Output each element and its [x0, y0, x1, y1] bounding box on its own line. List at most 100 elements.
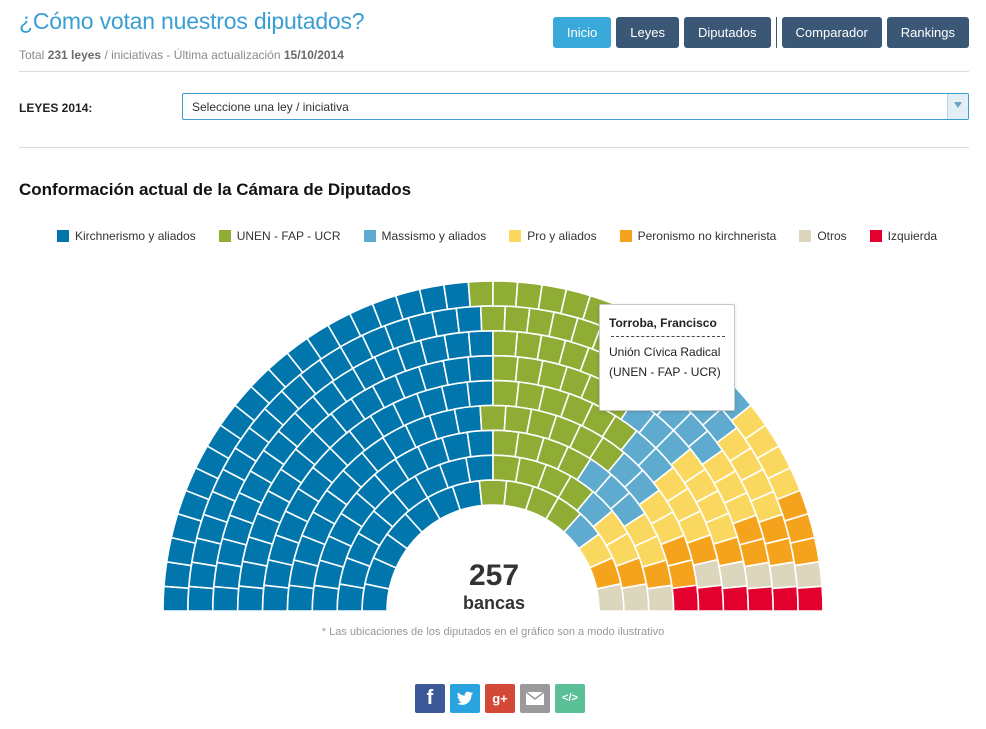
legend-label: Massismo y aliados: [381, 229, 487, 243]
legend-item-izquierda[interactable]: Izquierda: [869, 229, 938, 243]
nav-comparador-button[interactable]: Comparador: [781, 17, 882, 48]
seat[interactable]: [440, 381, 471, 412]
nav-diputados-button[interactable]: Diputados: [683, 17, 771, 48]
seat[interactable]: [443, 330, 472, 361]
email-share-button[interactable]: [520, 684, 550, 713]
seat[interactable]: [442, 281, 472, 311]
embed-button[interactable]: </>: [555, 684, 585, 713]
share-bar: f g+ </>: [415, 684, 590, 713]
seat[interactable]: [492, 280, 519, 308]
seat[interactable]: [696, 584, 725, 612]
facebook-icon: f: [426, 687, 434, 709]
legend-item-massismo[interactable]: Massismo y aliados: [363, 229, 487, 243]
seat[interactable]: [667, 558, 698, 590]
seat[interactable]: [746, 585, 775, 612]
seat[interactable]: [479, 305, 507, 332]
seat[interactable]: [453, 405, 483, 435]
divider-middle: [19, 147, 969, 148]
facebook-share-button[interactable]: f: [415, 684, 445, 713]
seat[interactable]: [211, 585, 240, 612]
seat[interactable]: [187, 585, 215, 612]
laws-select-value: Seleccione una ley / iniciativa: [192, 100, 349, 114]
seat[interactable]: [479, 404, 507, 432]
seat[interactable]: [455, 305, 483, 334]
seat[interactable]: [595, 582, 625, 612]
main-nav: Inicio Leyes Diputados Comparador Rankin…: [548, 17, 969, 48]
legend-item-pro[interactable]: Pro y aliados: [509, 229, 597, 243]
seat[interactable]: [465, 454, 494, 484]
legend-swatch: [57, 230, 69, 242]
seat[interactable]: [467, 354, 494, 383]
divider-top: [19, 71, 969, 72]
page-title: ¿Cómo votan nuestros diputados?: [19, 8, 365, 34]
code-icon: </>: [562, 692, 578, 704]
seat[interactable]: [431, 307, 461, 338]
legend-item-kirchnerismo[interactable]: Kirchnerismo y aliados: [57, 229, 196, 243]
seat[interactable]: [492, 354, 519, 383]
legend-item-otros[interactable]: Otros: [799, 229, 847, 243]
legend-label: Kirchnerismo y aliados: [75, 229, 196, 243]
seat[interactable]: [771, 585, 799, 612]
email-icon: [525, 691, 545, 705]
seat[interactable]: [236, 585, 265, 612]
seat[interactable]: [671, 584, 700, 612]
twitter-icon: [456, 691, 473, 705]
legend-label: Izquierda: [887, 229, 938, 243]
legend-swatch: [363, 230, 376, 242]
seat[interactable]: [492, 429, 520, 458]
twitter-share-button[interactable]: [450, 684, 480, 713]
seat[interactable]: [478, 479, 508, 507]
legend-label: Otros: [817, 229, 847, 243]
seat[interactable]: [467, 280, 494, 308]
nav-rankings-button[interactable]: Rankings: [886, 17, 969, 48]
seat[interactable]: [768, 561, 798, 590]
googleplus-share-button[interactable]: g+: [485, 684, 515, 713]
laws-select[interactable]: Seleccione una ley / iniciativa: [182, 93, 969, 120]
legend-swatch: [869, 230, 882, 242]
seat[interactable]: [492, 379, 520, 408]
seat[interactable]: [466, 429, 494, 458]
seat[interactable]: [492, 329, 519, 358]
laws-filter-label: LEYES 2014:: [19, 101, 93, 115]
subtitle-prefix: Total: [19, 48, 45, 62]
tooltip-divider: [611, 336, 725, 337]
chart-title: Conformación actual de la Cámara de Dipu…: [19, 180, 412, 199]
legend-item-unen[interactable]: UNEN - FAP - UCR: [218, 229, 341, 243]
legend-swatch: [218, 230, 231, 242]
legend-label: Peronismo no kirchnerista: [637, 229, 777, 243]
seat[interactable]: [620, 583, 650, 612]
seat[interactable]: [467, 329, 494, 358]
seat[interactable]: [466, 379, 494, 408]
chart-footnote: * Las ubicaciones de los diputados en el…: [321, 626, 665, 638]
seat[interactable]: [163, 560, 193, 590]
seat[interactable]: [503, 305, 531, 334]
seat[interactable]: [286, 584, 315, 612]
chart-legend: Kirchnerismo y aliados UNEN - FAP - UCR …: [57, 229, 960, 243]
legend-item-peronismo[interactable]: Peronismo no kirchnerista: [619, 229, 777, 243]
legend-swatch: [799, 230, 812, 242]
nav-leyes-button[interactable]: Leyes: [616, 17, 679, 48]
seat[interactable]: [743, 561, 774, 590]
seat[interactable]: [692, 558, 723, 589]
legend-swatch: [619, 230, 632, 242]
chevron-down-icon: [954, 102, 962, 108]
seat[interactable]: [261, 584, 290, 612]
seat[interactable]: [718, 560, 748, 590]
seat[interactable]: [646, 584, 675, 612]
nav-inicio-button[interactable]: Inicio: [552, 17, 612, 48]
legend-label: Pro y aliados: [527, 229, 597, 243]
seats-total: 257 bancas: [444, 560, 544, 614]
googleplus-icon: g+: [492, 691, 508, 706]
seat[interactable]: [721, 585, 750, 612]
legend-swatch: [509, 230, 522, 242]
seat[interactable]: [514, 281, 544, 311]
seat[interactable]: [311, 584, 340, 612]
dropdown-arrow[interactable]: [947, 94, 968, 119]
seat[interactable]: [162, 585, 190, 612]
tooltip-block: Unión Cívica Radical: [609, 345, 721, 359]
seat[interactable]: [442, 356, 472, 386]
seat[interactable]: [793, 560, 823, 590]
tooltip-alliance: (UNEN - FAP - UCR): [609, 365, 721, 379]
last-updated: 15/10/2014: [283, 48, 344, 62]
seat[interactable]: [796, 585, 824, 612]
